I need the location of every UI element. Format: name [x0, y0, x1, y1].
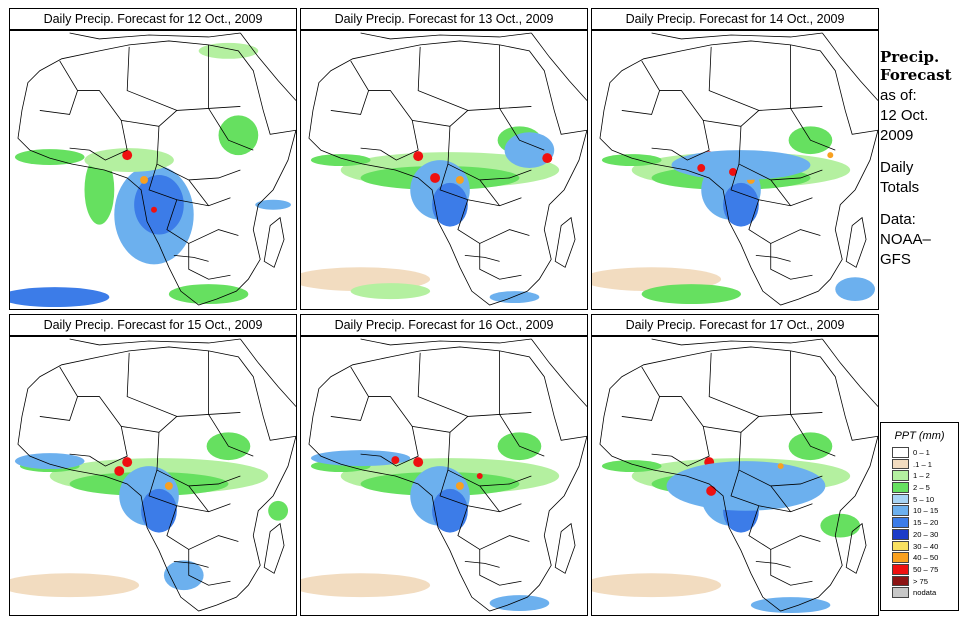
forecast-panel-oct-13: Daily Precip. Forecast for 13 Oct., 2009 — [300, 8, 588, 310]
legend-swatch — [892, 482, 909, 493]
legend-label: 30 – 40 — [913, 541, 939, 551]
legend-swatch — [892, 540, 909, 552]
legend-label: 1 – 2 — [913, 471, 930, 481]
legend-label: > 75 — [913, 576, 928, 586]
legend-label: 2 – 5 — [913, 483, 930, 493]
forecast-panel-oct-17: Daily Precip. Forecast for 17 Oct., 2009 — [591, 314, 879, 616]
precip-map — [591, 336, 879, 616]
heading-forecast: Forecast — [880, 66, 952, 84]
forecast-panel-oct-12: Daily Precip. Forecast for 12 Oct., 2009 — [9, 8, 297, 310]
panel-title: Daily Precip. Forecast for 14 Oct., 2009 — [591, 8, 879, 30]
as-of-date: 12 Oct. — [880, 107, 929, 124]
legend-swatch — [892, 563, 909, 575]
legend-swatch — [892, 447, 909, 458]
legend-item: .1 – 1 — [881, 458, 958, 471]
data-label: Data: — [880, 211, 916, 228]
panel-title: Daily Precip. Forecast for 16 Oct., 2009 — [300, 314, 588, 336]
legend-item: 50 – 75 — [881, 563, 958, 576]
legend-title: PPT (mm) — [894, 430, 945, 442]
legend-swatch — [892, 493, 909, 505]
legend-item: 20 – 30 — [881, 528, 958, 541]
legend-swatch — [892, 575, 909, 587]
legend-label: 20 – 30 — [913, 529, 939, 539]
legend-label: 0 – 1 — [913, 448, 930, 457]
forecast-description: Precip. Forecast as of: 12 Oct. 2009 Dai… — [880, 48, 960, 270]
precip-map — [9, 336, 297, 616]
legend-label: nodata — [913, 588, 937, 598]
precip-map — [591, 30, 879, 310]
legend-swatch — [892, 587, 909, 598]
legend-swatch — [892, 528, 909, 540]
legend-item: 0 – 1 — [881, 447, 958, 459]
legend-swatch — [892, 552, 909, 563]
legend-item: 1 – 2 — [881, 470, 958, 482]
legend-label: 40 – 50 — [913, 553, 939, 563]
legend-swatch — [892, 458, 909, 470]
legend-item: > 75 — [881, 575, 958, 588]
precip-map — [300, 336, 588, 616]
legend-item: nodata — [881, 587, 958, 599]
legend-item: 5 – 10 — [881, 493, 958, 506]
legend-item: 2 – 5 — [881, 482, 958, 494]
panel-title: Daily Precip. Forecast for 17 Oct., 2009 — [591, 314, 879, 336]
forecast-panel-oct-15: Daily Precip. Forecast for 15 Oct., 2009 — [9, 314, 297, 616]
heading-precip: Precip. — [880, 48, 940, 66]
as-of-label: as of: — [880, 87, 917, 104]
legend-label: 50 – 75 — [913, 564, 939, 574]
panel-title: Daily Precip. Forecast for 12 Oct., 2009 — [9, 8, 297, 30]
totals-label: Totals — [880, 179, 920, 196]
legend-item: 30 – 40 — [881, 540, 958, 553]
data-source-1: NOAA– — [880, 231, 931, 248]
forecast-panel-oct-14: Daily Precip. Forecast for 14 Oct., 2009 — [591, 8, 879, 310]
legend-item: 15 – 20 — [881, 517, 958, 529]
legend-swatch — [892, 470, 909, 482]
panel-title: Daily Precip. Forecast for 15 Oct., 2009 — [9, 314, 297, 336]
precip-map — [300, 30, 588, 310]
legend-label: 10 – 15 — [913, 506, 939, 516]
legend-label: 15 – 20 — [913, 518, 939, 528]
legend-swatch — [892, 505, 909, 517]
forecast-panel-oct-16: Daily Precip. Forecast for 16 Oct., 2009 — [300, 314, 588, 616]
legend-swatch — [892, 517, 909, 528]
data-source-2: GFS — [880, 251, 911, 268]
legend-item: 40 – 50 — [881, 552, 958, 564]
as-of-year: 2009 — [880, 127, 914, 144]
legend-item: 10 – 15 — [881, 505, 958, 517]
precip-map — [9, 30, 297, 310]
panel-title: Daily Precip. Forecast for 13 Oct., 2009 — [300, 8, 588, 30]
daily-label: Daily — [880, 159, 914, 176]
legend-label: 5 – 10 — [913, 494, 935, 504]
legend-label: .1 – 1 — [913, 459, 932, 469]
